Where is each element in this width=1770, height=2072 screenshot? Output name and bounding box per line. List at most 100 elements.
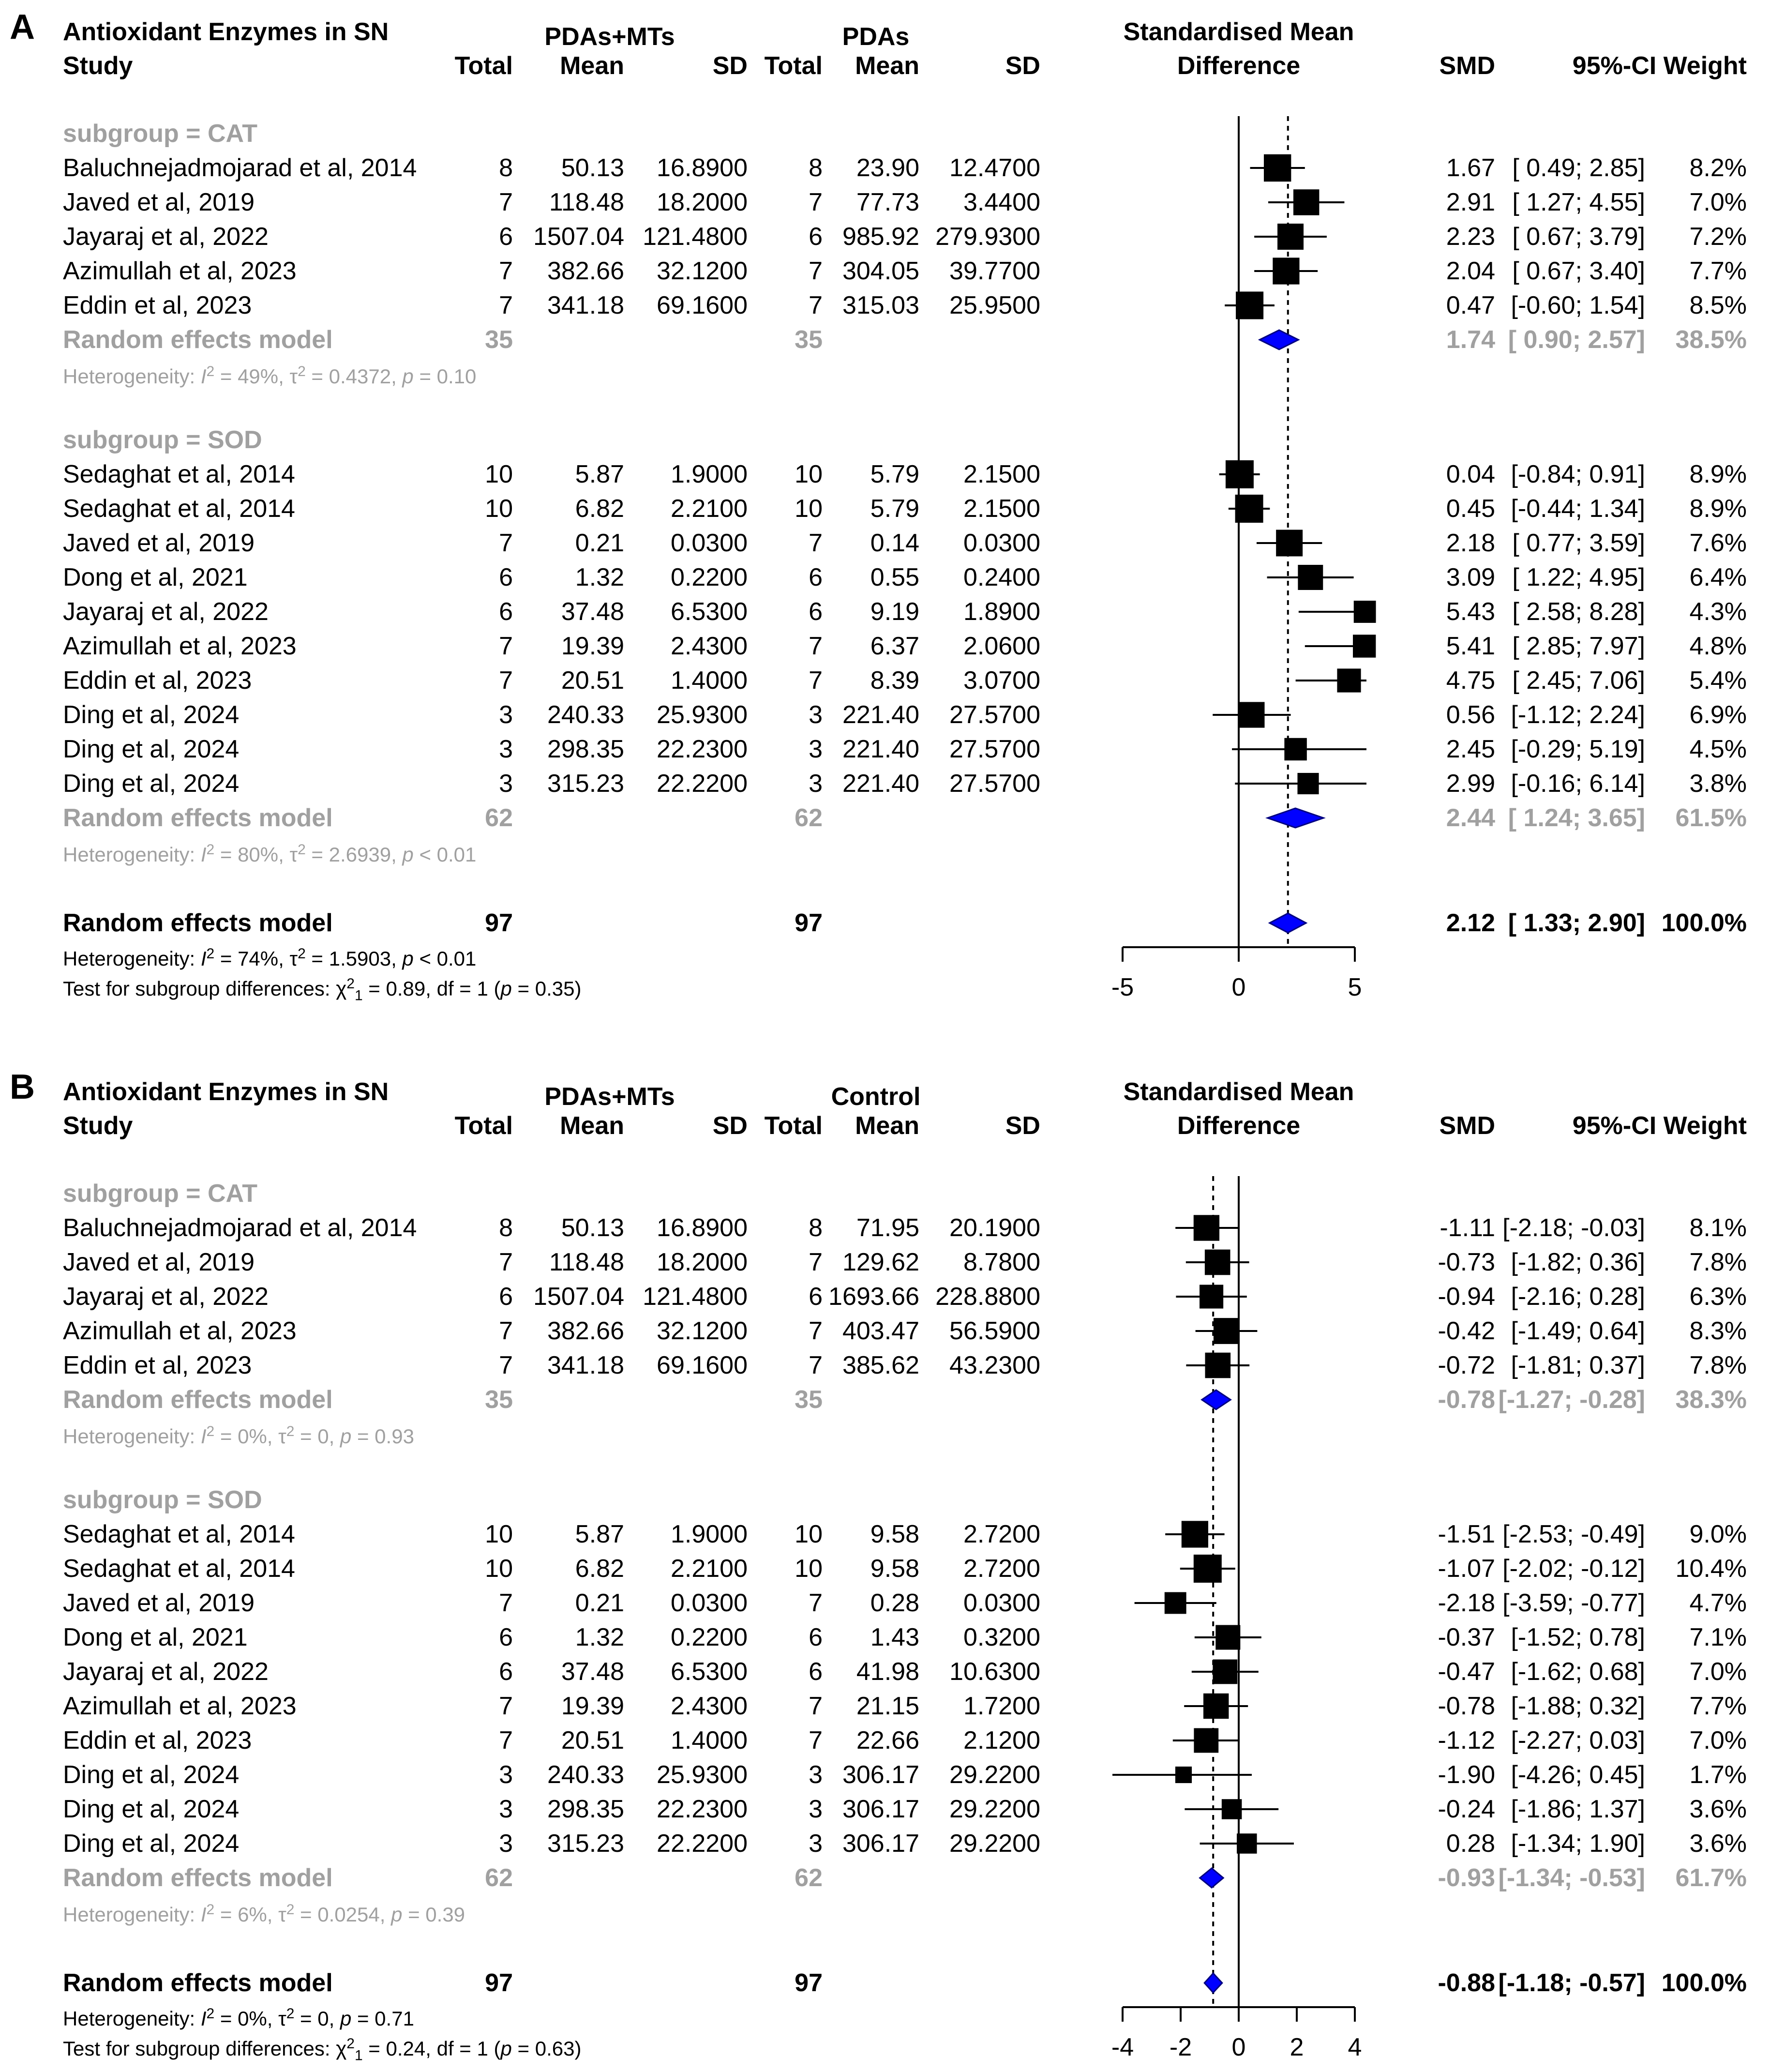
study-name: Azimullah et al, 2023 <box>63 632 297 660</box>
study-mean1: 382.66 <box>547 1317 624 1345</box>
study-sd1: 25.9300 <box>657 701 748 729</box>
study-mean1: 50.13 <box>561 1214 624 1242</box>
study-n2: 3 <box>809 1830 823 1858</box>
study-sd2: 0.3200 <box>963 1623 1040 1651</box>
study-ci: [-1.88; 0.32] <box>1511 1692 1645 1720</box>
study-mean1: 341.18 <box>547 291 624 319</box>
study-name: Eddin et al, 2023 <box>63 666 252 695</box>
study-name: Javed et al, 2019 <box>63 1248 255 1276</box>
study-n1: 8 <box>499 1214 513 1242</box>
study-smd: -2.18 <box>1438 1589 1495 1617</box>
effect-square <box>1213 1318 1240 1344</box>
study-mean1: 6.82 <box>575 495 624 523</box>
effect-square <box>1215 1625 1241 1650</box>
study-weight: 8.9% <box>1689 460 1747 488</box>
study-mean2: 21.15 <box>856 1692 919 1720</box>
study-mean1: 19.39 <box>561 632 624 660</box>
study-weight: 6.3% <box>1689 1283 1747 1311</box>
header-mean-1: Mean <box>560 52 624 80</box>
study-weight: 7.0% <box>1689 188 1747 216</box>
study-n2: 7 <box>809 188 823 216</box>
study-weight: 3.6% <box>1689 1830 1747 1858</box>
heterogeneity-part: I <box>200 1903 207 1926</box>
study-sd1: 6.5300 <box>670 1658 748 1686</box>
study-smd: -0.94 <box>1438 1283 1495 1311</box>
study-mean2: 23.90 <box>856 154 919 182</box>
subgroup-test: Test for subgroup differences: χ21 = 0.8… <box>63 977 581 1003</box>
effect-square <box>1273 257 1300 285</box>
study-sd1: 2.4300 <box>670 632 748 660</box>
study-mean1: 240.33 <box>547 701 624 729</box>
header-total-1: Total <box>454 1112 513 1140</box>
header-mean-2: Mean <box>855 1112 919 1140</box>
study-n2: 7 <box>809 1351 823 1379</box>
x-tick-label: 0 <box>1232 973 1246 1001</box>
study-sd2: 1.7200 <box>963 1692 1040 1720</box>
forest-panel-b: B Antioxidant Enzymes in SN Study PDAs+MTs T… <box>0 1060 1770 2072</box>
heterogeneity-part: 2 <box>206 842 215 858</box>
study-sd1: 1.9000 <box>670 1520 748 1548</box>
study-mean1: 298.35 <box>547 1795 624 1823</box>
study-mean2: 129.62 <box>842 1248 919 1276</box>
effect-square <box>1293 189 1320 215</box>
subgroup-heterogeneity: Heterogeneity: I2 = 6%, τ2 = 0.0254, p =… <box>63 1903 465 1925</box>
study-n2: 6 <box>809 1658 823 1686</box>
study-mean2: 385.62 <box>842 1351 919 1379</box>
pooled-ci: [ 1.24; 3.65] <box>1508 804 1645 832</box>
study-sd2: 20.1900 <box>949 1214 1040 1242</box>
subgroup-test-part: Test for subgroup differences: <box>63 2037 336 2060</box>
heterogeneity-part: 2 <box>298 842 306 858</box>
overall-ci: [ 1.33; 2.90] <box>1508 909 1645 937</box>
study-sd2: 2.7200 <box>963 1555 1040 1583</box>
study-sd1: 1.4000 <box>670 666 748 695</box>
forest-plot-svg: -5 0 5 <box>1111 116 1376 1001</box>
study-n2: 6 <box>809 563 823 591</box>
study-n1: 10 <box>485 1555 513 1583</box>
study-n1: 10 <box>485 1520 513 1548</box>
study-mean1: 382.66 <box>547 257 624 285</box>
heterogeneity-part: Heterogeneity: <box>63 1903 201 1926</box>
study-sd2: 2.1200 <box>963 1726 1040 1754</box>
subgroup-test-part: 2 <box>346 976 355 992</box>
study-n1: 7 <box>499 1351 513 1379</box>
header-effect-2: Difference <box>1177 1112 1301 1140</box>
study-smd: 2.45 <box>1446 735 1495 763</box>
study-ci: [-0.16; 6.14] <box>1511 770 1645 798</box>
header-group2: PDAs <box>842 23 910 51</box>
study-name: Ding et al, 2024 <box>63 770 240 798</box>
heterogeneity-part: = 49%, <box>214 365 290 388</box>
study-ci: [-1.81; 0.37] <box>1511 1351 1645 1379</box>
study-weight: 1.7% <box>1689 1761 1747 1789</box>
study-n1: 6 <box>499 223 513 251</box>
header-ci-weight: 95%-CI Weight <box>1572 1112 1747 1140</box>
study-sd1: 69.1600 <box>657 1351 748 1379</box>
forest-plot-svg: -4 -2 0 2 4 <box>1111 1176 1362 2061</box>
study-mean2: 1693.66 <box>828 1283 919 1311</box>
effect-square <box>1297 772 1319 795</box>
study-ci: [ 1.27; 4.55] <box>1512 188 1645 216</box>
study-n2: 8 <box>809 1214 823 1242</box>
study-sd1: 32.1200 <box>657 257 748 285</box>
study-sd1: 121.4800 <box>643 1283 748 1311</box>
study-sd1: 69.1600 <box>657 291 748 319</box>
study-n1: 6 <box>499 1283 513 1311</box>
header-sd-2: SD <box>1005 52 1040 80</box>
study-n2: 7 <box>809 666 823 695</box>
study-mean2: 9.58 <box>870 1520 919 1548</box>
study-sd1: 121.4800 <box>643 223 748 251</box>
heterogeneity-part: p <box>402 947 414 970</box>
heterogeneity-part: = 80%, <box>214 843 290 866</box>
subgroup-test-part: = 0.63) <box>511 2037 582 2060</box>
heterogeneity-part: 2 <box>206 1902 215 1918</box>
effect-square <box>1235 495 1263 523</box>
study-n1: 3 <box>499 770 513 798</box>
effect-square <box>1193 1215 1220 1241</box>
study-name: Eddin et al, 2023 <box>63 1726 252 1754</box>
header-study: Study <box>63 52 133 80</box>
study-mean1: 1507.04 <box>533 223 624 251</box>
study-n2: 3 <box>809 701 823 729</box>
subgroup-test-part: = 0.35) <box>511 977 582 1000</box>
effect-square <box>1239 702 1265 728</box>
study-n1: 10 <box>485 460 513 488</box>
header-total-2: Total <box>764 1112 823 1140</box>
